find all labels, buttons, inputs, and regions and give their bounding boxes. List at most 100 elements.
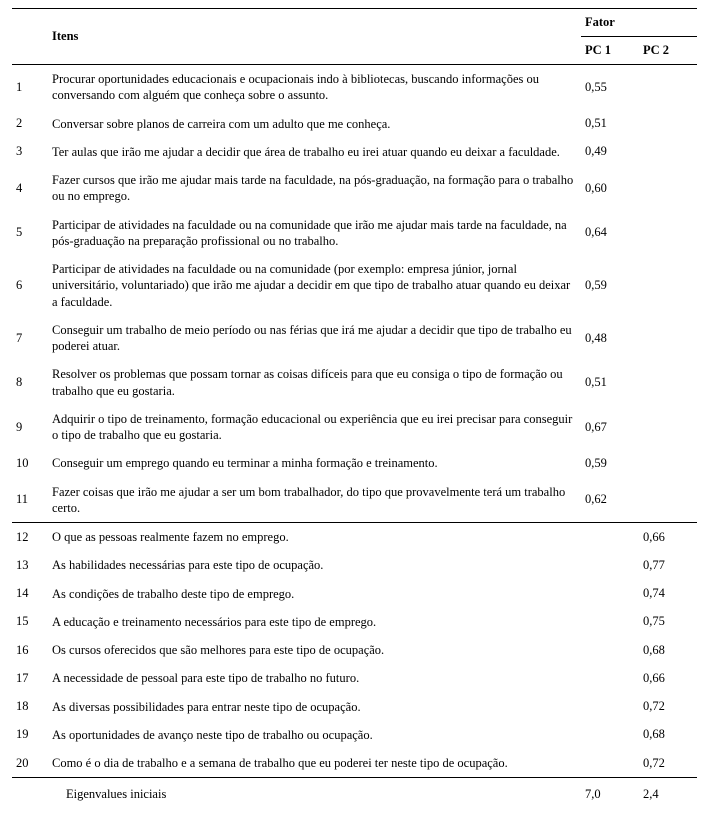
col-blank [12,9,48,65]
row-pc2 [639,478,697,523]
row-pc1: 0,48 [581,316,639,361]
row-pc1: 0,59 [581,255,639,316]
table-row: 12O que as pessoas realmente fazem no em… [12,523,697,552]
table-row: 3Ter aulas que irão me ajudar a decidir … [12,138,697,166]
row-pc2 [639,405,697,450]
row-text: Conseguir um emprego quando eu terminar … [48,449,581,477]
table-body-pc1: 1Procurar oportunidades educacionais e o… [12,65,697,523]
row-text: Fazer cursos que irão me ajudar mais tar… [48,166,581,211]
row-pc1 [581,693,639,721]
table-row: 9Adquirir o tipo de treinamento, formaçã… [12,405,697,450]
row-number: 19 [12,721,48,749]
row-pc2: 0,72 [639,693,697,721]
table-body-pc2: 12O que as pessoas realmente fazem no em… [12,523,697,778]
row-pc1: 0,64 [581,211,639,256]
row-number: 8 [12,360,48,405]
row-pc1: 0,59 [581,449,639,477]
row-number: 6 [12,255,48,316]
table-row: 10Conseguir um emprego quando eu termina… [12,449,697,477]
eig-label: Eigenvalues iniciais [48,778,581,807]
table-row: 19As oportunidades de avanço neste tipo … [12,721,697,749]
row-pc2 [639,211,697,256]
eig-blank [12,778,48,807]
row-number: 7 [12,316,48,361]
table-row: 4Fazer cursos que irão me ajudar mais ta… [12,166,697,211]
row-pc2: 0,66 [639,523,697,552]
row-text: As habilidades necessárias para este tip… [48,551,581,579]
row-pc2 [639,138,697,166]
row-number: 16 [12,636,48,664]
table-row: 13As habilidades necessárias para este t… [12,551,697,579]
row-pc2 [639,255,697,316]
row-pc1: 0,67 [581,405,639,450]
row-text: As oportunidades de avanço neste tipo de… [48,721,581,749]
table-row: 18As diversas possibilidades para entrar… [12,693,697,721]
row-pc1 [581,608,639,636]
row-text: Procurar oportunidades educacionais e oc… [48,65,581,110]
row-number: 1 [12,65,48,110]
row-text: A necessidade de pessoal para este tipo … [48,664,581,692]
table-row: 2Conversar sobre planos de carreira com … [12,110,697,138]
row-pc1 [581,580,639,608]
table-row: 6Participar de atividades na faculdade o… [12,255,697,316]
row-pc2: 0,75 [639,608,697,636]
row-number: 3 [12,138,48,166]
row-pc1: 0,62 [581,478,639,523]
table-row: 14As condições de trabalho deste tipo de… [12,580,697,608]
row-pc2 [639,360,697,405]
row-text: Participar de atividades na faculdade ou… [48,255,581,316]
row-text: Ter aulas que irão me ajudar a decidir q… [48,138,581,166]
table-row: 5Participar de atividades na faculdade o… [12,211,697,256]
row-pc2 [639,166,697,211]
row-number: 9 [12,405,48,450]
row-pc2 [639,449,697,477]
row-pc2 [639,110,697,138]
row-pc2: 0,72 [639,749,697,778]
col-itens: Itens [48,9,581,65]
row-pc2: 0,77 [639,551,697,579]
eig-pc2: 2,4 [639,778,697,807]
row-text: A educação e treinamento necessários par… [48,608,581,636]
eig-pc1: 7,0 [581,778,639,807]
row-text: Conseguir um trabalho de meio período ou… [48,316,581,361]
row-number: 2 [12,110,48,138]
row-pc1 [581,664,639,692]
col-pc1: PC 1 [581,37,639,65]
table-row: 7Conseguir um trabalho de meio período o… [12,316,697,361]
row-pc2: 0,68 [639,636,697,664]
row-number: 15 [12,608,48,636]
table-row: 11Fazer coisas que irão me ajudar a ser … [12,478,697,523]
factor-table: Itens Fator PC 1 PC 2 1Procurar oportuni… [12,8,697,807]
table-row: 15A educação e treinamento necessários p… [12,608,697,636]
row-number: 17 [12,664,48,692]
row-number: 18 [12,693,48,721]
row-pc1: 0,51 [581,110,639,138]
eigenvalues-row: Eigenvalues iniciais 7,0 2,4 [12,778,697,807]
row-number: 11 [12,478,48,523]
row-text: As condições de trabalho deste tipo de e… [48,580,581,608]
row-text: Participar de atividades na faculdade ou… [48,211,581,256]
row-number: 10 [12,449,48,477]
row-number: 13 [12,551,48,579]
row-pc1: 0,55 [581,65,639,110]
row-text: Fazer coisas que irão me ajudar a ser um… [48,478,581,523]
row-pc2: 0,74 [639,580,697,608]
table-row: 16Os cursos oferecidos que são melhores … [12,636,697,664]
row-text: Adquirir o tipo de treinamento, formação… [48,405,581,450]
table-row: 17A necessidade de pessoal para este tip… [12,664,697,692]
row-text: Os cursos oferecidos que são melhores pa… [48,636,581,664]
row-text: Conversar sobre planos de carreira com u… [48,110,581,138]
col-fator: Fator [581,9,697,37]
row-number: 14 [12,580,48,608]
row-pc1 [581,721,639,749]
row-pc2: 0,66 [639,664,697,692]
row-text: O que as pessoas realmente fazem no empr… [48,523,581,552]
row-pc2 [639,65,697,110]
table-row: 1Procurar oportunidades educacionais e o… [12,65,697,110]
row-pc1: 0,49 [581,138,639,166]
col-pc2: PC 2 [639,37,697,65]
row-text: Como é o dia de trabalho e a semana de t… [48,749,581,778]
row-pc1: 0,60 [581,166,639,211]
row-pc1: 0,51 [581,360,639,405]
row-pc2 [639,316,697,361]
